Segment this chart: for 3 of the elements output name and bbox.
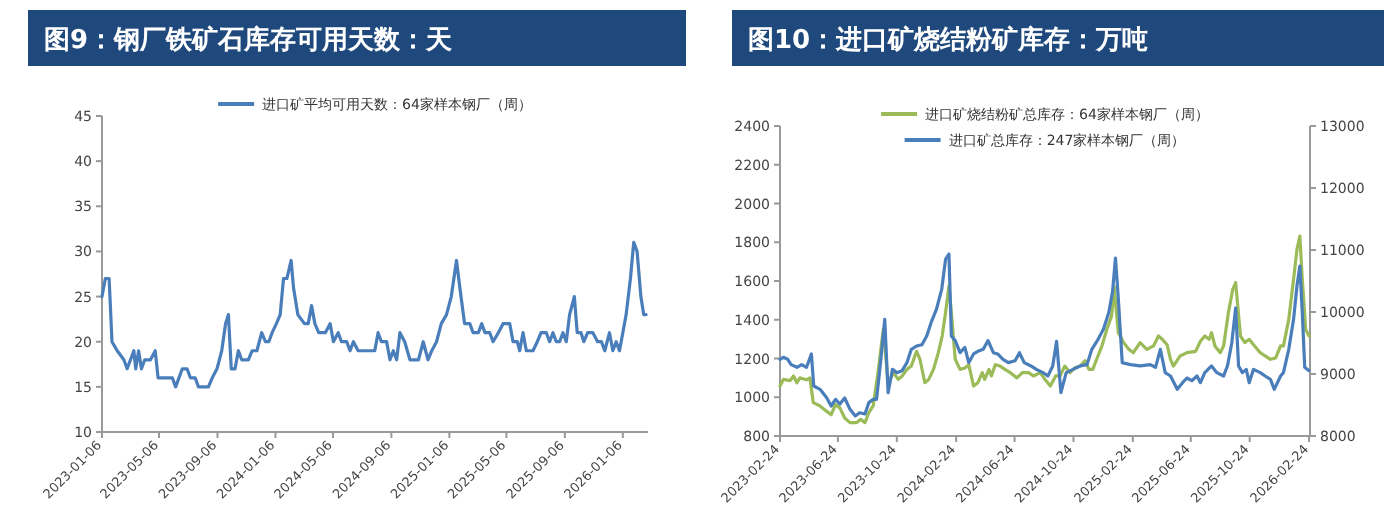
chart-title: 图9：钢厂铁矿石库存可用天数：天 <box>44 24 455 56</box>
chart-title: 图10：进口矿烧结粉矿库存：万吨 <box>748 24 1149 56</box>
line-series <box>100 240 648 389</box>
